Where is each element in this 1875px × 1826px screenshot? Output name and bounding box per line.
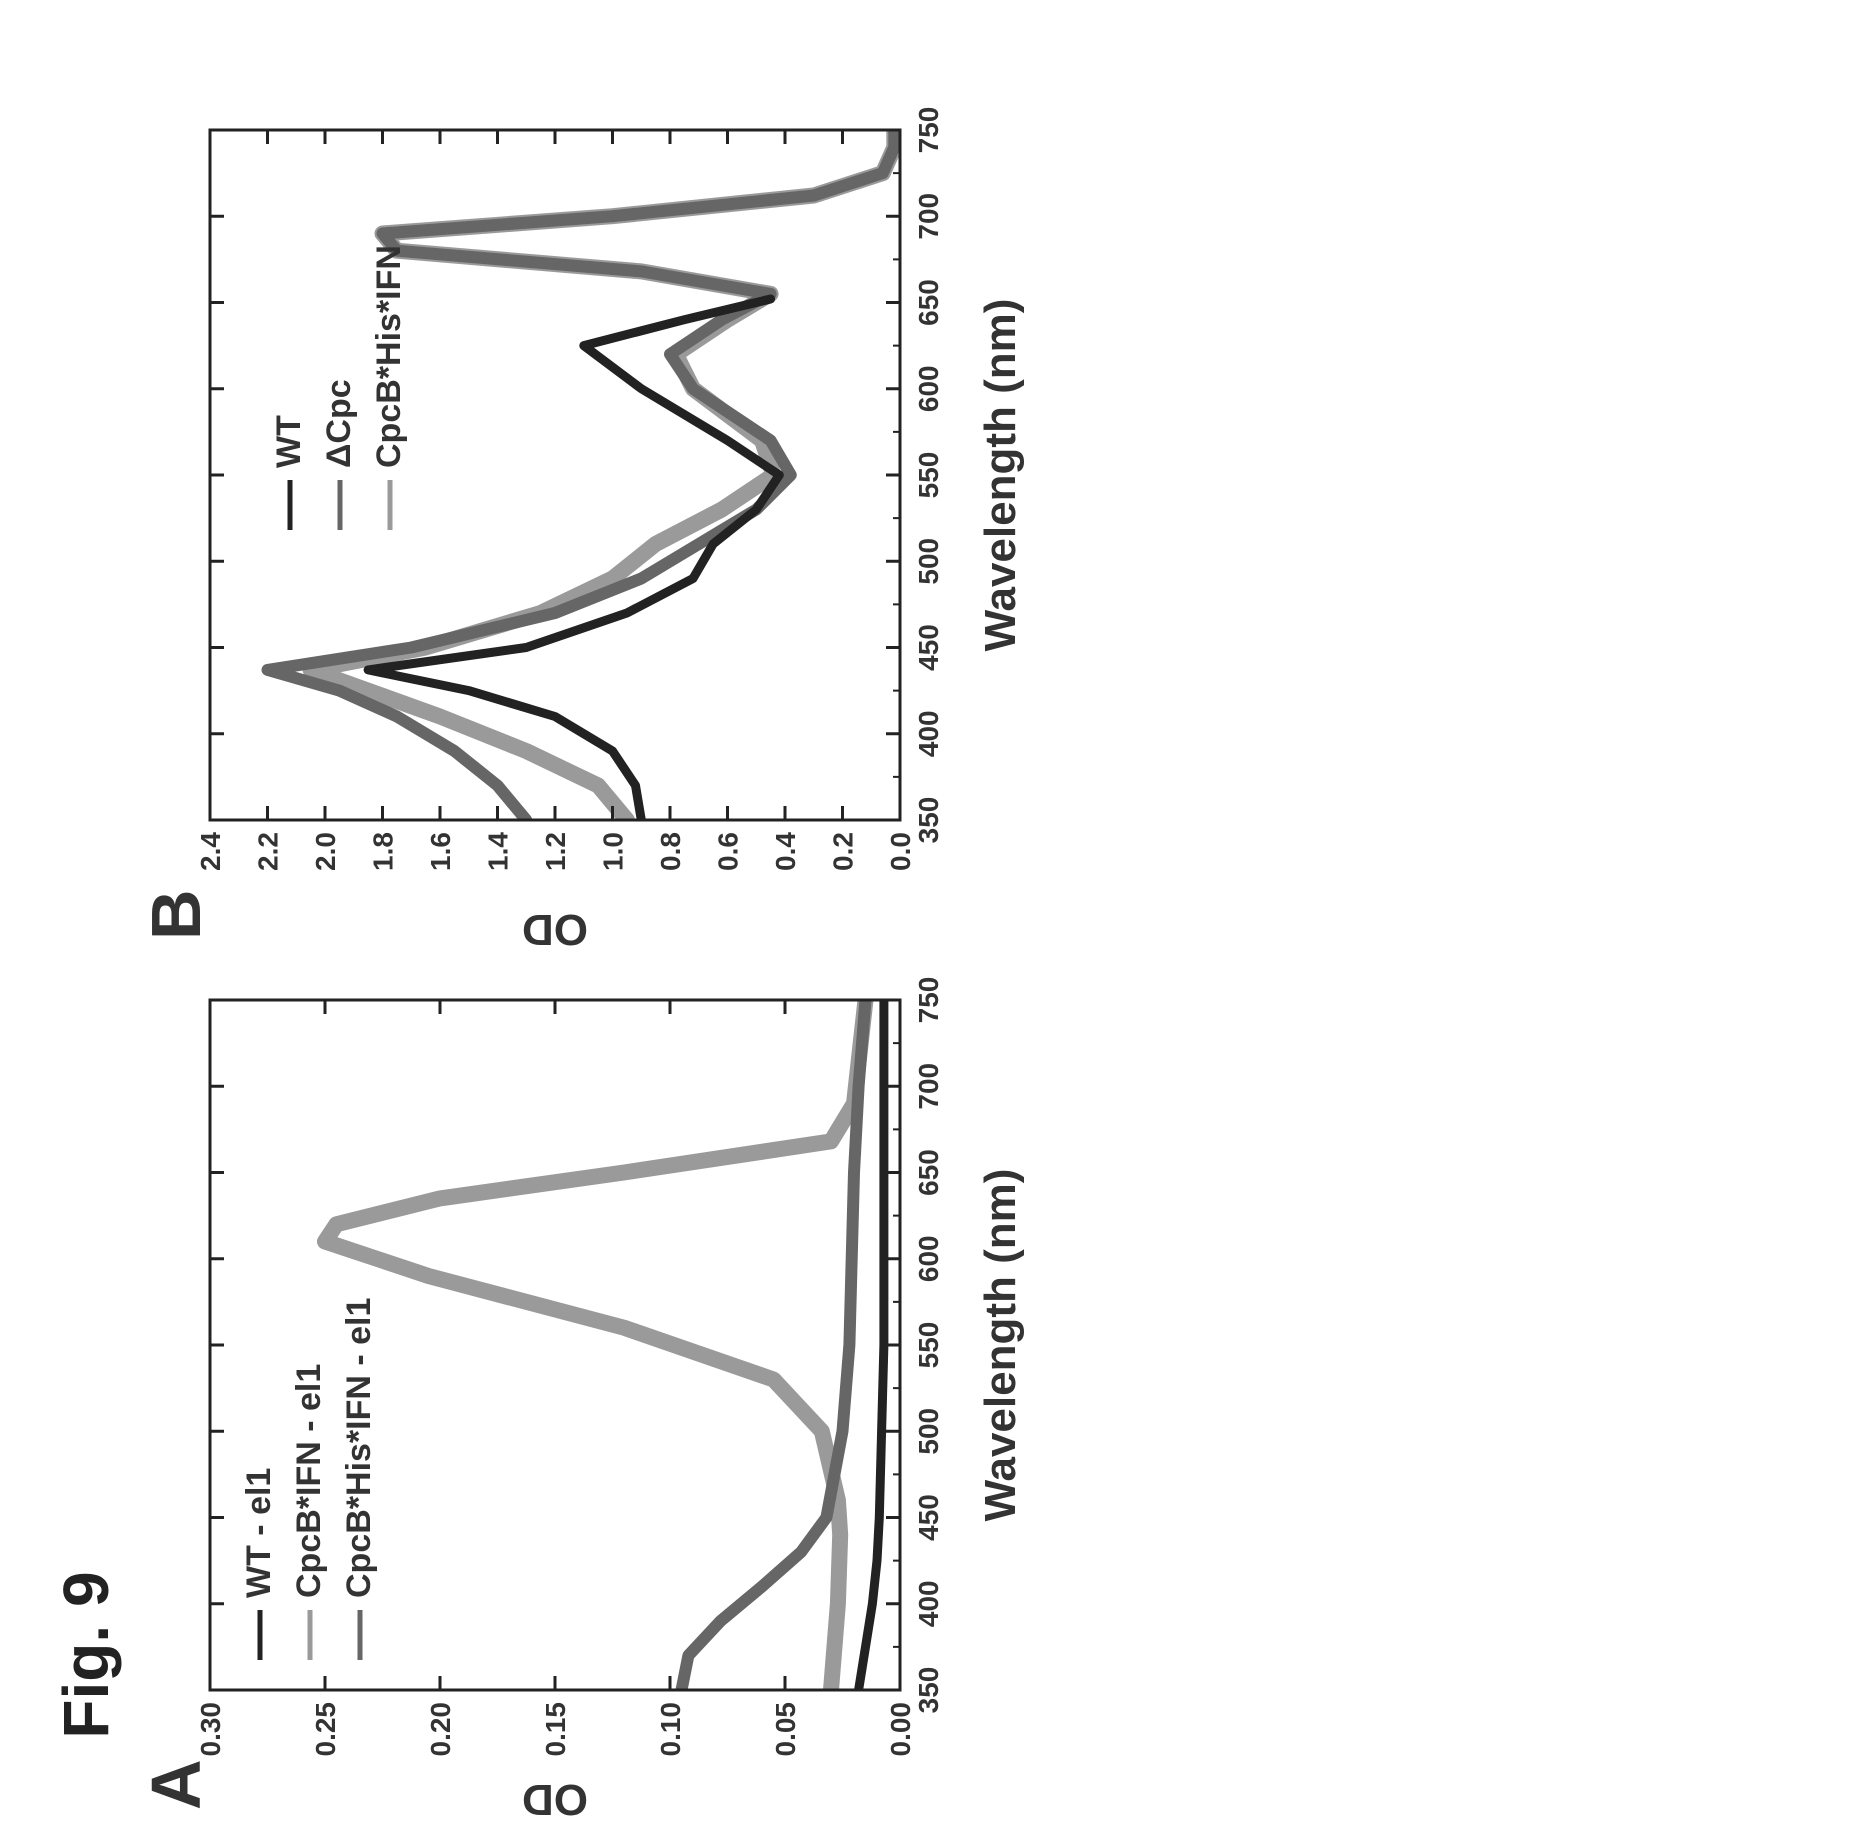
legend-item: CpcB*His*IFN — [370, 245, 408, 530]
y-tick-label: 2.2 — [253, 832, 284, 871]
x-tick-label: 750 — [913, 977, 944, 1024]
x-tick-label: 400 — [913, 710, 944, 757]
y-tick-label: 1.6 — [425, 832, 456, 871]
series-line — [854, 1000, 889, 1690]
y-tick-label: 0.00 — [885, 1702, 916, 1757]
x-tick-label: 350 — [913, 1667, 944, 1714]
rotated-figure: 350 400 450 500 550 600 650 700 750 0.00 0.05 0.10 0… — [80, 0, 1875, 1824]
x-axis-label: Wavelength (nm) — [976, 1169, 1025, 1522]
legend-item: WT — [270, 415, 308, 530]
y-tick-label: 1.8 — [368, 832, 399, 871]
series-line — [675, 1000, 872, 1690]
panel-b: 350 400 450 500 550 600 650 700 750 0.0 0.2 0.4 0.6 0… — [137, 107, 1025, 954]
x-tick-label: 350 — [913, 797, 944, 844]
legend-item: ΔCpc — [320, 379, 358, 530]
x-tick-label: 600 — [913, 1235, 944, 1282]
x-tick-label: 600 — [913, 365, 944, 412]
x-tick-label: 550 — [913, 452, 944, 499]
y-tick-label: 1.4 — [483, 832, 514, 871]
series-line — [317, 1000, 874, 1690]
legend-item: CpcB*IFN - el1 — [290, 1364, 328, 1660]
y-axis-label: OD — [522, 1775, 588, 1824]
y-tick-label: 0.05 — [770, 1702, 801, 1757]
x-tick-label: 700 — [913, 1063, 944, 1110]
legend-label: WT - el1 — [240, 1468, 278, 1598]
x-tick-label: 750 — [913, 107, 944, 154]
y-tick-label: 0.8 — [655, 832, 686, 871]
panel-label: A — [137, 1759, 215, 1810]
y-tick-label: 0.4 — [770, 832, 801, 871]
x-tick-label: 450 — [913, 1494, 944, 1541]
y-tick-label: 0.20 — [425, 1702, 456, 1757]
y-tick-label: 0.15 — [540, 1702, 571, 1757]
x-tick-label: 650 — [913, 1149, 944, 1196]
x-tick-label: 500 — [913, 1408, 944, 1455]
y-tick-label: 1.2 — [540, 832, 571, 871]
y-axis-label: OD — [522, 905, 588, 954]
x-tick-label: 550 — [913, 1322, 944, 1369]
series-line — [363, 294, 784, 820]
x-tick-label: 650 — [913, 279, 944, 326]
panel-a: 350 400 450 500 550 600 650 700 750 0.00 0.05 0.10 0… — [137, 977, 1025, 1824]
legend-item: CpcB*His*IFN - el1 — [340, 1298, 378, 1660]
y-tick-label: 0.10 — [655, 1702, 686, 1757]
legend-label: WT — [270, 415, 308, 468]
y-tick-label: 2.4 — [195, 832, 226, 871]
y-tick-label: 0.25 — [310, 1702, 341, 1757]
x-axis-label: Wavelength (nm) — [976, 299, 1025, 652]
chart-area: 350 400 450 500 550 600 650 700 750 0.00 0.05 0.10 0… — [137, 107, 1025, 1824]
x-tick-label: 450 — [913, 624, 944, 671]
y-tick-label: 0.30 — [195, 1702, 226, 1757]
legend-label: CpcB*His*IFN — [370, 245, 408, 468]
legend-label: CpcB*His*IFN - el1 — [340, 1298, 378, 1598]
legend-label: CpcB*IFN - el1 — [290, 1364, 328, 1598]
legend-item: WT - el1 — [240, 1468, 278, 1660]
y-tick-label: 0.2 — [828, 832, 859, 871]
x-tick-label: 700 — [913, 193, 944, 240]
series-line — [261, 130, 900, 820]
y-tick-label: 2.0 — [310, 832, 341, 871]
y-tick-label: 0.0 — [885, 832, 916, 871]
legend-label: ΔCpc — [320, 379, 358, 468]
panel-label: B — [137, 889, 215, 940]
x-tick-label: 400 — [913, 1580, 944, 1627]
y-tick-label: 1.0 — [598, 832, 629, 871]
y-tick-label: 0.6 — [713, 832, 744, 871]
x-tick-label: 500 — [913, 538, 944, 585]
